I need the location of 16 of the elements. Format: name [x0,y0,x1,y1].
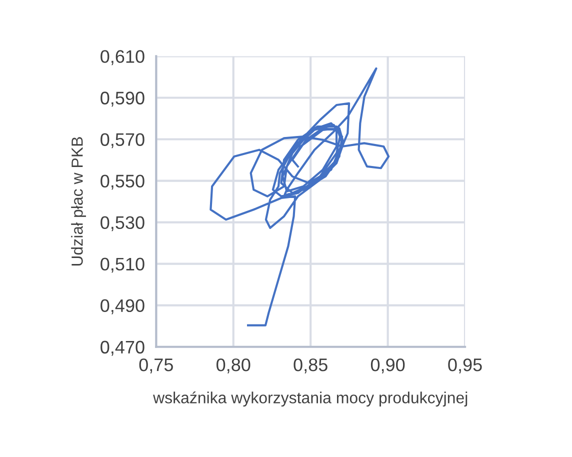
x-axis-title: wskaźnika wykorzystania mocy produkcyjnej [153,391,468,407]
y-tick-label: 0,550 [100,174,144,190]
y-tick-label: 0,510 [100,258,144,273]
y-tick-label: 0,570 [100,133,144,148]
x-tick-label: 0,95 [448,358,482,374]
y-tick-label: 0,530 [100,216,144,232]
x-tick-label: 0,90 [370,358,405,374]
y-tick-label: 0,470 [100,340,144,356]
x-tick-label: 0,75 [139,358,173,374]
y-tick-label: 0,490 [100,299,144,314]
y-axis-title: Udział płac w PKB [71,137,86,266]
y-tick-label: 0,610 [100,50,144,66]
x-tick-label: 0,80 [216,358,250,374]
x-tick-label: 0,85 [294,358,328,374]
line-series [210,67,390,326]
y-tick-label: 0,590 [100,92,144,107]
